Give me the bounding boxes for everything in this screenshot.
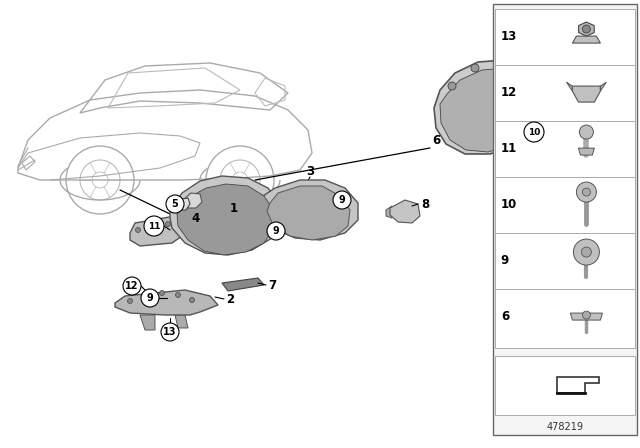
Polygon shape xyxy=(386,206,392,218)
Polygon shape xyxy=(178,198,190,210)
Circle shape xyxy=(501,62,509,70)
Circle shape xyxy=(166,221,170,227)
Polygon shape xyxy=(495,233,635,292)
Polygon shape xyxy=(495,289,635,348)
Text: 10: 10 xyxy=(501,198,517,211)
Text: 12: 12 xyxy=(501,86,517,99)
Polygon shape xyxy=(175,315,188,328)
Polygon shape xyxy=(140,315,155,330)
Circle shape xyxy=(520,140,528,148)
Text: 13: 13 xyxy=(163,327,177,337)
Circle shape xyxy=(577,182,596,202)
Text: 2: 2 xyxy=(226,293,234,306)
Text: 1: 1 xyxy=(230,202,238,215)
Text: 11: 11 xyxy=(148,221,160,231)
Text: 11: 11 xyxy=(501,142,517,155)
Circle shape xyxy=(582,188,590,196)
Polygon shape xyxy=(566,82,572,91)
Polygon shape xyxy=(183,193,202,208)
Polygon shape xyxy=(572,86,600,102)
Polygon shape xyxy=(495,121,635,180)
Circle shape xyxy=(175,293,180,297)
Polygon shape xyxy=(267,186,350,240)
Circle shape xyxy=(161,323,179,341)
Circle shape xyxy=(123,277,141,295)
Polygon shape xyxy=(579,22,594,36)
Circle shape xyxy=(144,216,164,236)
Polygon shape xyxy=(130,216,182,246)
Circle shape xyxy=(524,82,532,90)
Circle shape xyxy=(159,290,164,296)
Circle shape xyxy=(524,122,544,142)
Circle shape xyxy=(582,25,590,33)
Circle shape xyxy=(267,222,285,240)
Polygon shape xyxy=(440,68,534,152)
Polygon shape xyxy=(170,176,282,255)
Circle shape xyxy=(582,311,590,319)
Polygon shape xyxy=(495,9,635,68)
Polygon shape xyxy=(222,278,264,291)
Text: 9: 9 xyxy=(339,195,346,205)
Polygon shape xyxy=(600,82,607,91)
Text: 13: 13 xyxy=(501,30,517,43)
Circle shape xyxy=(143,293,147,298)
Polygon shape xyxy=(579,148,595,155)
Polygon shape xyxy=(493,4,637,435)
Polygon shape xyxy=(495,65,635,124)
Circle shape xyxy=(581,247,591,257)
Circle shape xyxy=(573,239,600,265)
Text: 8: 8 xyxy=(421,198,429,211)
Polygon shape xyxy=(495,357,635,415)
Polygon shape xyxy=(258,180,358,240)
Text: 10: 10 xyxy=(528,128,540,137)
Circle shape xyxy=(145,224,150,228)
Circle shape xyxy=(189,297,195,302)
Text: 7: 7 xyxy=(268,279,276,292)
Text: 4: 4 xyxy=(192,211,200,224)
Circle shape xyxy=(127,298,132,303)
Polygon shape xyxy=(495,177,635,236)
Polygon shape xyxy=(527,123,548,150)
Text: 6: 6 xyxy=(501,310,509,323)
Polygon shape xyxy=(570,313,602,320)
Circle shape xyxy=(166,195,184,213)
Polygon shape xyxy=(390,200,420,223)
Polygon shape xyxy=(177,184,274,255)
Text: 3: 3 xyxy=(306,164,314,177)
Text: 5: 5 xyxy=(172,199,179,209)
Text: 478219: 478219 xyxy=(547,422,583,431)
Polygon shape xyxy=(115,290,218,315)
Circle shape xyxy=(471,64,479,72)
Polygon shape xyxy=(572,36,600,43)
Text: 12: 12 xyxy=(125,281,139,291)
Circle shape xyxy=(530,112,538,120)
Circle shape xyxy=(136,228,141,233)
Circle shape xyxy=(448,82,456,90)
Polygon shape xyxy=(434,60,540,154)
Circle shape xyxy=(579,125,593,139)
Circle shape xyxy=(141,289,159,307)
Circle shape xyxy=(156,221,161,227)
Circle shape xyxy=(333,191,351,209)
Text: 6: 6 xyxy=(432,134,440,146)
Text: 9: 9 xyxy=(273,226,280,236)
Text: 9: 9 xyxy=(501,254,509,267)
Text: 9: 9 xyxy=(147,293,154,303)
